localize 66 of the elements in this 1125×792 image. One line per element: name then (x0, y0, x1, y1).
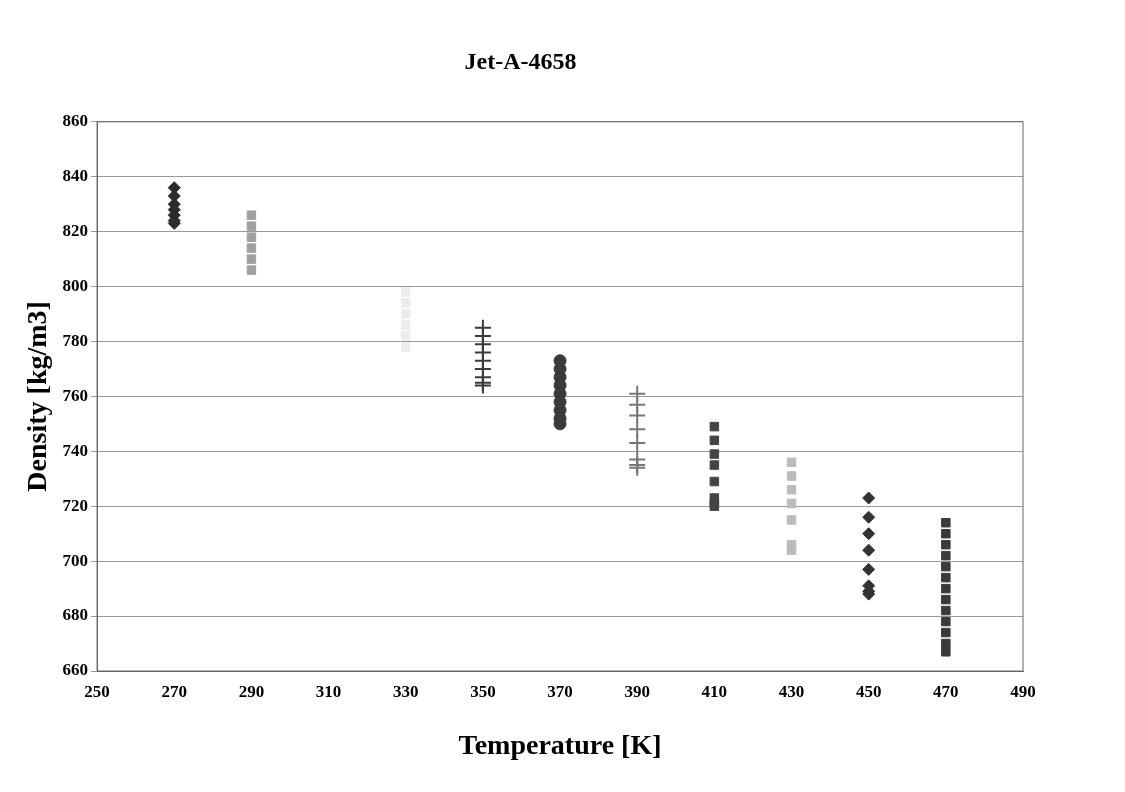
point (246, 243, 257, 253)
point (941, 572, 951, 583)
point (941, 647, 951, 657)
point (941, 517, 951, 528)
x-tick-label: 410 (701, 681, 728, 701)
y-tick-label: 680 (62, 605, 89, 625)
point (862, 491, 876, 505)
x-tick-label: 450 (855, 681, 882, 701)
y-tick-label: 860 (62, 111, 89, 131)
chart-title: Jet-A-4658 (464, 47, 577, 74)
point (400, 287, 411, 297)
point (246, 254, 257, 264)
x-axis-title: Temperature [K] (458, 729, 662, 761)
y-axis-title: Density [kg/m3] (21, 301, 53, 492)
point (862, 543, 876, 557)
x-tick-label: 430 (778, 681, 805, 701)
point (941, 627, 951, 638)
point (628, 434, 647, 453)
y-tick-label: 760 (62, 385, 89, 405)
point (246, 232, 257, 242)
x-tick-label: 250 (84, 681, 110, 701)
point (941, 594, 951, 605)
point (862, 527, 876, 541)
point (786, 498, 797, 509)
point (246, 210, 257, 220)
point (941, 616, 951, 627)
y-tick-label: 700 (62, 550, 89, 570)
y-tick-label: 820 (62, 221, 89, 241)
point (709, 435, 720, 446)
x-tick-label: 350 (470, 681, 496, 701)
y-tick-label: 780 (62, 330, 89, 350)
point (862, 562, 876, 576)
point (941, 539, 951, 550)
point (941, 605, 951, 616)
x-tick-label: 330 (392, 681, 419, 701)
point (709, 421, 720, 432)
point (786, 485, 797, 495)
x-tick-label: 270 (161, 681, 188, 701)
x-tick-label: 490 (1010, 681, 1036, 701)
y-tick-label: 660 (62, 660, 89, 680)
point (400, 342, 411, 352)
x-tick-label: 370 (547, 681, 573, 701)
point (786, 457, 797, 468)
point (941, 550, 951, 561)
point (941, 528, 951, 539)
point (400, 331, 411, 341)
point (862, 510, 876, 524)
x-tick-label: 390 (624, 681, 650, 701)
y-tick-label: 800 (62, 275, 89, 295)
point (941, 583, 951, 594)
point (246, 221, 257, 231)
point (246, 265, 257, 275)
x-tick-label: 470 (933, 681, 959, 701)
x-tick-label: 310 (315, 681, 342, 701)
point (786, 515, 797, 525)
point (941, 561, 951, 572)
y-tick-label: 840 (62, 166, 89, 186)
y-tick-label: 740 (62, 440, 89, 460)
point (941, 638, 951, 649)
point (786, 545, 797, 555)
x-tick-label: 290 (238, 681, 265, 701)
point (709, 449, 720, 459)
point (786, 471, 797, 481)
point (709, 460, 720, 470)
y-tick-label: 720 (62, 495, 89, 515)
point (709, 476, 720, 487)
